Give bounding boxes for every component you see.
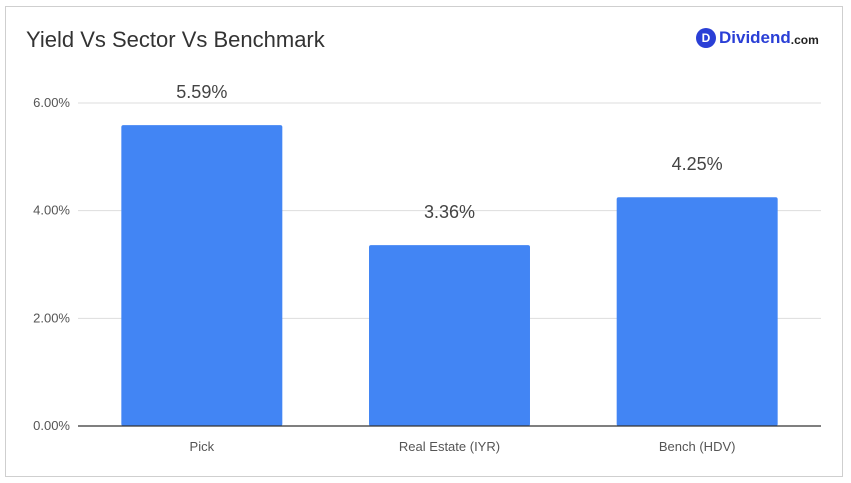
data-label: 5.59%	[176, 82, 227, 102]
chart-title: Yield Vs Sector Vs Benchmark	[26, 27, 325, 52]
bar	[616, 197, 778, 426]
y-tick-label: 6.00%	[33, 95, 70, 110]
data-label: 3.36%	[424, 202, 475, 222]
x-tick-label: Bench (HDV)	[659, 439, 736, 454]
bar	[121, 125, 283, 427]
x-tick-label: Pick	[190, 439, 215, 454]
brand-logo-icon: D	[696, 28, 716, 48]
y-tick-label: 2.00%	[33, 310, 70, 325]
brand-tld: .com	[790, 32, 819, 47]
brand-name: Dividend	[719, 28, 791, 47]
data-label: 4.25%	[672, 154, 723, 174]
bar	[369, 245, 530, 426]
y-tick-label: 4.00%	[33, 203, 70, 218]
x-tick-label: Real Estate (IYR)	[399, 439, 500, 454]
y-tick-label: 0.00%	[33, 418, 70, 433]
brand-logo[interactable]: D Dividend .com	[696, 28, 819, 48]
